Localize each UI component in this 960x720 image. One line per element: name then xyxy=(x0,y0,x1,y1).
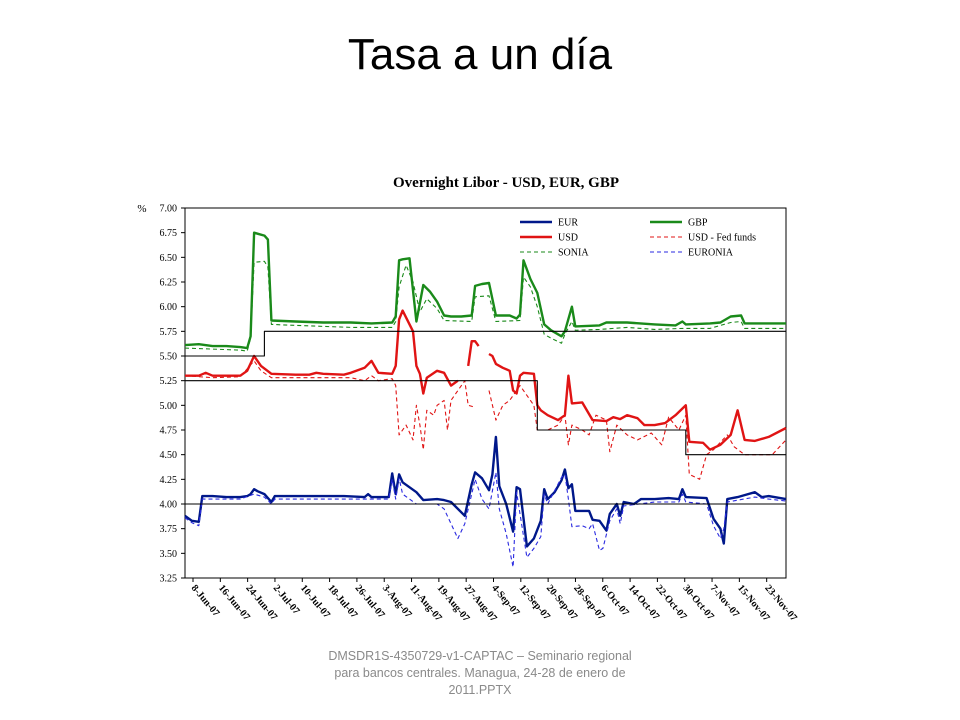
series-line-6 xyxy=(185,330,786,357)
series-line-7 xyxy=(185,380,786,456)
y-tick-label: 6.75 xyxy=(160,228,178,239)
y-tick-label: 3.75 xyxy=(160,524,178,535)
legend-label-usd: USD xyxy=(558,233,578,244)
legend-label-euronia: EURONIA xyxy=(688,248,734,259)
series-line-usd-fed-funds xyxy=(184,360,787,480)
series-line-gbp xyxy=(184,231,786,350)
y-tick-label: 7.00 xyxy=(160,204,178,215)
y-tick-label: 3.25 xyxy=(160,574,178,585)
legend-label-gbp: GBP xyxy=(688,218,708,229)
y-tick-label: 5.00 xyxy=(160,401,178,412)
legend-label-sonia: SONIA xyxy=(558,248,589,259)
y-tick-label: 4.75 xyxy=(160,426,178,437)
chart-title: Overnight Libor - USD, EUR, GBP xyxy=(393,175,619,191)
chart-svg: Overnight Libor - USD, EUR, GBP % 3.253.… xyxy=(137,175,799,624)
legend: EUR GBP USD USD - Fed funds SONIA EURONIA xyxy=(520,218,756,259)
y-tick-label: 4.50 xyxy=(160,450,178,461)
y-axis-unit-label: % xyxy=(137,203,146,215)
series-line-euronia xyxy=(184,471,787,568)
slide-footer: DMSDR1S-4350729-v1-CAPTAC – Seminario re… xyxy=(328,649,632,697)
series-line-eur xyxy=(184,435,787,548)
slide-title: Tasa a un día xyxy=(347,30,613,79)
y-tick-label: 5.25 xyxy=(160,376,178,387)
legend-label-usd-fed-funds: USD - Fed funds xyxy=(688,233,756,244)
y-tick-label: 6.25 xyxy=(160,278,178,289)
y-tick-label: 5.50 xyxy=(160,352,178,363)
plot-area-frame xyxy=(184,207,787,579)
y-tick-label: 3.50 xyxy=(160,549,178,560)
x-axis: 8-Jun-0716-Jun-0724-Jun-072-Jul-0710-Jul… xyxy=(189,578,799,624)
y-tick-label: 6.00 xyxy=(160,302,178,313)
y-axis: 3.25 3.50 3.75 4.00 4.25 4.50 4.75 5.00 5.25 5.50… xyxy=(160,204,185,585)
y-tick-label: 4.25 xyxy=(160,475,178,486)
series-layer xyxy=(184,231,787,568)
chart: Overnight Libor - USD, EUR, GBP % 3.25 3.… xyxy=(120,162,820,642)
legend-label-eur: EUR xyxy=(558,218,578,229)
y-tick-label: 4.00 xyxy=(160,500,178,511)
y-tick-label: 5.75 xyxy=(160,327,178,338)
y-tick-label: 6.50 xyxy=(160,253,178,264)
series-line-sonia xyxy=(184,260,786,352)
